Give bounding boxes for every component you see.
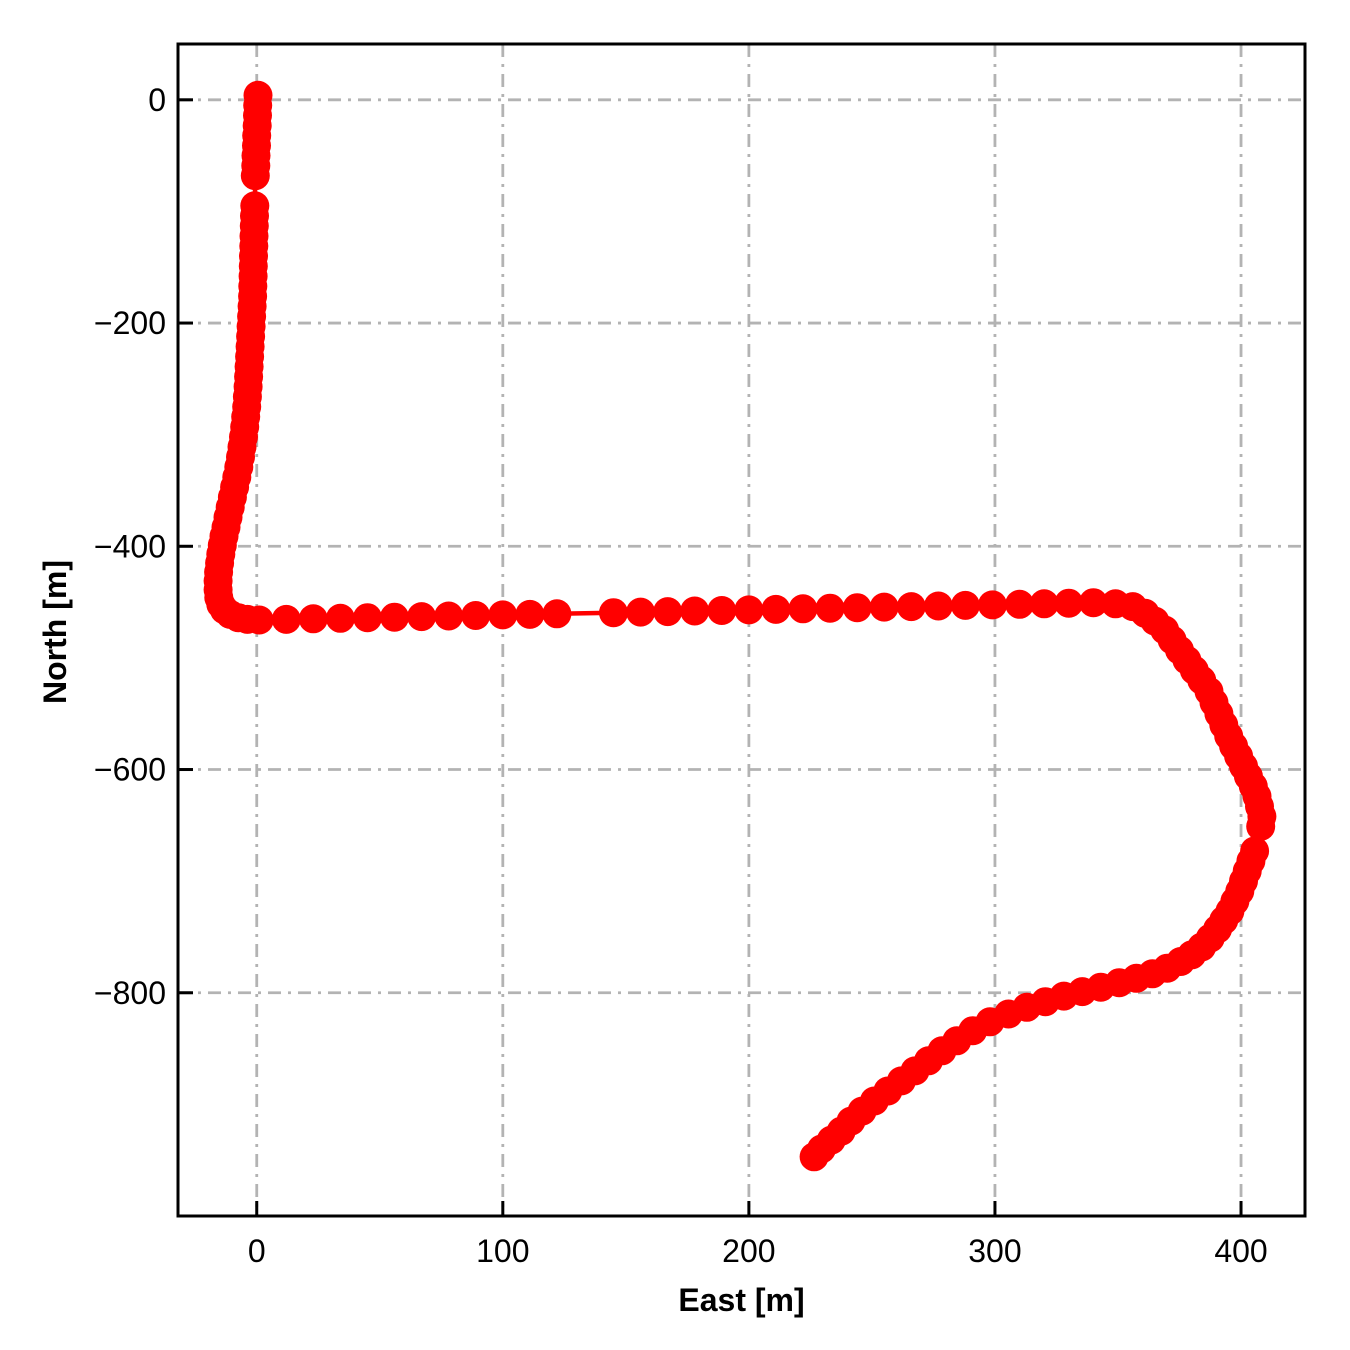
x-tick-label: 400 xyxy=(1214,1233,1267,1269)
data-point-marker xyxy=(869,592,899,622)
data-point-marker xyxy=(353,603,382,633)
data-point-marker xyxy=(626,597,656,627)
data-point-marker xyxy=(1054,588,1084,618)
data-point-marker xyxy=(896,592,926,622)
data-point-marker xyxy=(734,595,764,625)
data-point-marker xyxy=(978,590,1007,620)
data-point-marker xyxy=(923,591,953,621)
data-point-marker xyxy=(599,598,628,628)
data-point-marker xyxy=(380,602,409,632)
data-point-marker xyxy=(707,596,737,625)
data-point-marker xyxy=(1029,589,1059,619)
y-tick-label: −600 xyxy=(94,752,166,788)
data-point-marker xyxy=(799,1142,829,1172)
data-point-marker xyxy=(244,605,274,635)
data-point-marker xyxy=(298,604,328,634)
data-point-marker xyxy=(653,597,683,627)
y-tick-label: −800 xyxy=(94,975,166,1011)
data-point-marker xyxy=(1246,811,1276,841)
data-point-marker xyxy=(271,604,301,634)
data-point-marker xyxy=(434,601,464,631)
y-tick-label: −400 xyxy=(94,528,166,564)
data-point-marker xyxy=(788,594,818,624)
data-point-marker xyxy=(1005,589,1035,619)
vehicle-trajectory-markers xyxy=(203,80,1277,1172)
data-point-marker xyxy=(488,600,518,630)
data-point-marker xyxy=(680,596,710,626)
data-point-marker xyxy=(842,593,872,623)
axes-spines xyxy=(176,42,1307,1218)
data-point-marker xyxy=(515,599,545,629)
data-point-marker xyxy=(815,593,845,623)
x-tick-label: 0 xyxy=(248,1233,266,1269)
x-tick-label: 200 xyxy=(722,1233,775,1269)
data-point-marker xyxy=(542,599,572,629)
data-point-marker xyxy=(407,602,437,632)
data-point-marker xyxy=(240,161,270,191)
data-point-marker xyxy=(461,601,491,630)
y-axis-label: North [m] xyxy=(37,560,73,704)
x-tick-label: 300 xyxy=(968,1233,1021,1269)
y-tick-label: 0 xyxy=(148,82,166,118)
data-point-marker xyxy=(950,590,980,620)
x-tick-label: 100 xyxy=(476,1233,529,1269)
data-point-marker xyxy=(761,594,791,624)
tick-marks xyxy=(178,98,1243,1216)
y-tick-label: −200 xyxy=(94,305,166,341)
data-point-marker xyxy=(325,603,355,633)
tick-labels: 0 100 200 300 400 0 −200 −400 −600 −800 xyxy=(94,82,1268,1269)
data-point-marker xyxy=(1078,588,1108,618)
x-axis-label: East [m] xyxy=(678,1282,805,1318)
